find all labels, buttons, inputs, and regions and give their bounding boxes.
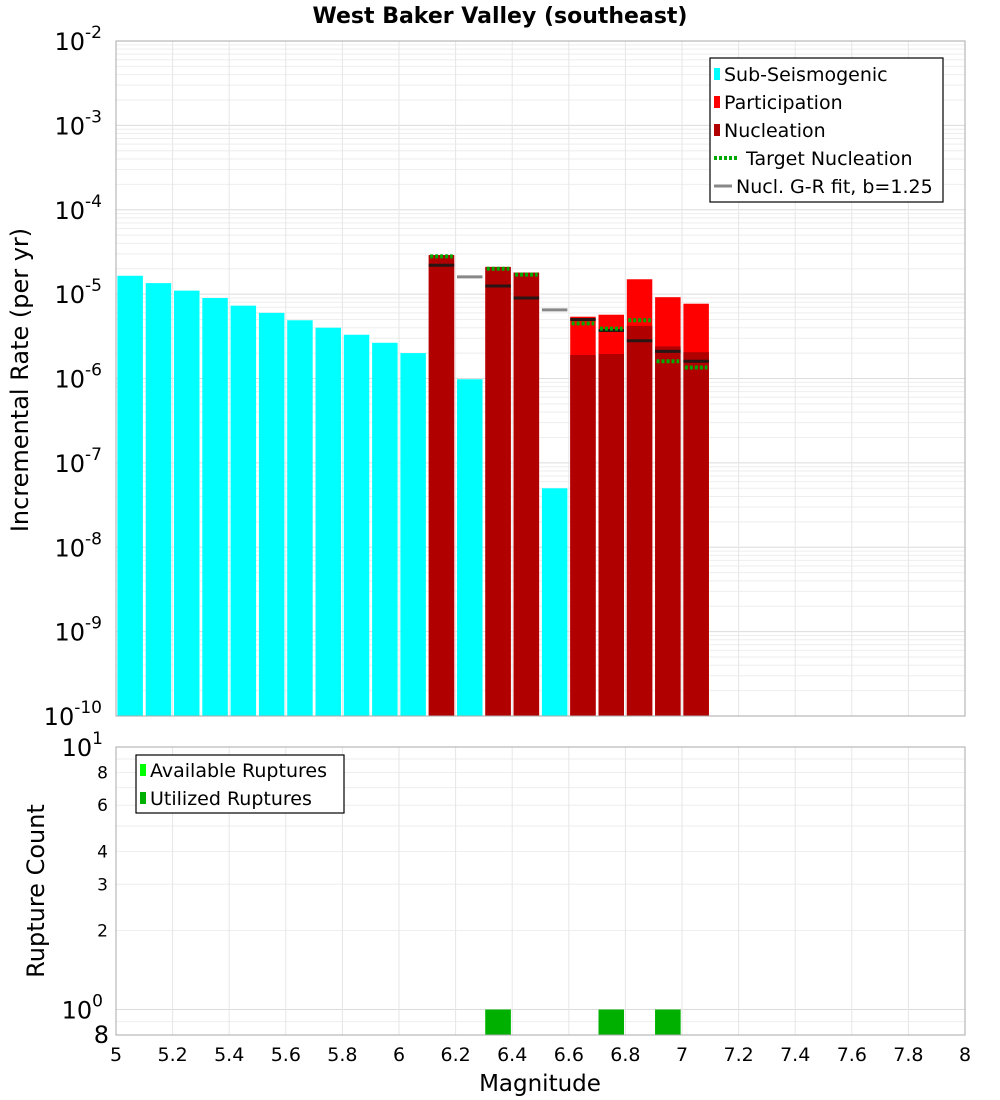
bottom-y-tick-label: 4: [97, 842, 108, 862]
top-y-tick-label: 10-10: [44, 698, 102, 731]
x-tick-label: 7.8: [893, 1044, 923, 1066]
top-legend-label: Nucleation: [724, 120, 826, 142]
sub-seismogenic-bar: [258, 312, 285, 716]
top-y-tick-label: 10-9: [55, 614, 103, 647]
top-y-tick-label: 10-8: [55, 529, 103, 562]
legend-swatch: [140, 764, 146, 776]
sub-seismogenic-bar: [230, 305, 257, 716]
bottom-y-tick-label: 2: [97, 922, 108, 942]
utilized-ruptures-bar: [598, 1009, 624, 1035]
top-legend-label: Nucl. G-R fit, b=1.25: [736, 176, 933, 198]
nucleation-bar: [626, 325, 653, 716]
x-axis-label: Magnitude: [479, 1071, 601, 1097]
bottom-legend-label: Available Ruptures: [150, 760, 327, 782]
top-y-tick-label: 10-7: [55, 445, 103, 478]
nucleation-bar: [513, 272, 540, 716]
nucleation-bar: [485, 266, 511, 716]
sub-seismogenic-bar: [372, 342, 398, 716]
legend-swatch: [714, 96, 720, 108]
sub-seismogenic-bar: [343, 334, 370, 716]
nucleation-bar: [428, 255, 455, 716]
legend-swatch: [140, 792, 146, 804]
x-tick-label: 5.6: [271, 1044, 301, 1066]
top-y-tick-label: 10-4: [55, 192, 103, 225]
x-tick-label: 7.4: [780, 1044, 810, 1066]
x-tick-label: 6.8: [610, 1044, 640, 1066]
x-tick-label: 7.2: [723, 1044, 753, 1066]
bottom-plot-frame: [115, 746, 966, 1036]
top-legend-label: Target Nucleation: [745, 148, 913, 170]
top-y-tick-label: 10-6: [55, 361, 103, 394]
bottom-legend-label: Utilized Ruptures: [150, 788, 312, 810]
sub-seismogenic-bar: [287, 320, 313, 716]
top-y-tick-label: 10-3: [55, 107, 103, 140]
top-plot-frame: [115, 40, 966, 717]
x-tick-label: 6: [393, 1044, 405, 1066]
utilized-ruptures-bar: [485, 1009, 511, 1035]
bottom-y-tick-label: 6: [97, 796, 108, 816]
top-legend-label: Sub-Seismogenic: [724, 64, 888, 86]
bottom-legend-box: [135, 754, 345, 814]
x-tick-label: 6.6: [554, 1044, 584, 1066]
nucleation-bar: [683, 352, 709, 716]
x-tick-label: 7: [676, 1044, 688, 1066]
x-tick-label: 8: [959, 1044, 971, 1066]
x-tick-label: 5.4: [214, 1044, 244, 1066]
x-tick-label: 5.8: [327, 1044, 357, 1066]
sub-seismogenic-bar: [457, 379, 483, 716]
nucleation-bar: [655, 346, 681, 716]
sub-seismogenic-bar: [400, 353, 426, 716]
bottom-y-axis-label: Rupture Count: [22, 804, 50, 978]
sub-seismogenic-bar: [202, 297, 228, 716]
bottom-y-tick-label: 8: [97, 763, 108, 783]
sub-seismogenic-bar: [117, 275, 143, 716]
x-tick-label: 6.4: [497, 1044, 527, 1066]
x-tick-label: 6.2: [440, 1044, 470, 1066]
x-tick-label: 7.6: [837, 1044, 867, 1066]
nucleation-bar: [598, 354, 624, 716]
plot-layer: 10-10 10-9 10-8 10-7 10-6 10-5 10-4 10-3 10-2 Sub…: [44, 23, 971, 1066]
legend-swatch: [714, 124, 720, 136]
chart-title: West Baker Valley (southeast): [313, 4, 688, 29]
bottom-y-tick-label: 3: [97, 875, 108, 895]
top-y-tick-label: 10-2: [55, 23, 103, 56]
bottom-y-tick-label: 8: [94, 1021, 109, 1049]
x-tick-label: 5.2: [157, 1044, 187, 1066]
bottom-y-tick-label: 100: [62, 992, 103, 1025]
sub-seismogenic-bar: [315, 327, 341, 716]
top-legend-label: Participation: [724, 92, 843, 114]
top-legend-box: [709, 57, 944, 203]
sub-seismogenic-bar: [541, 488, 568, 716]
top-y-tick-label: 10-5: [55, 276, 103, 309]
sub-seismogenic-bar: [145, 283, 172, 716]
sub-seismogenic-bar: [174, 290, 200, 716]
utilized-ruptures-bar: [655, 1009, 681, 1035]
nucleation-bar: [570, 354, 596, 716]
top-y-axis-label: Incremental Rate (per yr): [6, 228, 34, 532]
x-tick-label: 5: [110, 1044, 122, 1066]
legend-swatch: [714, 68, 720, 80]
bottom-y-tick-label: 101: [62, 729, 103, 762]
